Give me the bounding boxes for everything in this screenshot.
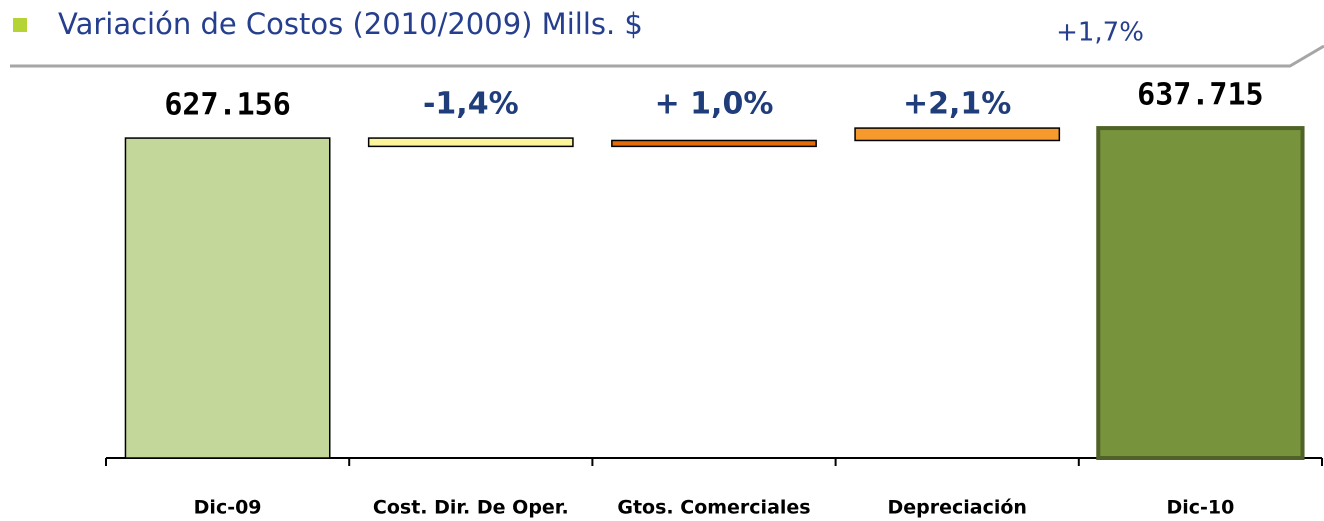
x-tick-label: Dic-09 [194,497,262,519]
change-label: + 1,0% [655,87,774,122]
title-bullet [13,18,27,32]
value-label: 637.715 [1137,78,1263,113]
x-tick-label: Depreciación [887,497,1026,519]
bar [367,137,574,148]
value-label: 627.156 [164,88,290,123]
bar [854,127,1061,142]
change-label: +2,1% [903,87,1011,122]
bar [611,139,817,148]
bar [1096,126,1305,460]
header-rule [10,44,1324,68]
chart-title: Variación de Costos (2010/2009) Mills. $ [58,7,643,41]
change-label: -1,4% [423,87,519,122]
x-tick-label: Cost. Dir. De Oper. [373,497,569,519]
annotation: +1,7% [1056,18,1144,48]
x-tick-label: Dic-10 [1166,497,1234,519]
x-tick-label: Gtos. Comerciales [617,497,810,519]
bar [124,137,331,459]
